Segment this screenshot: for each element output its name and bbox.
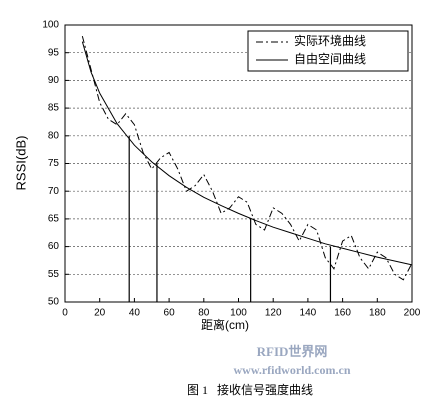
x-tick-label: 160 — [334, 308, 351, 319]
caption: 图 1 接收信号强度曲线 — [187, 382, 313, 397]
y-tick-label: 60 — [48, 241, 60, 252]
legend-box — [247, 30, 409, 72]
x-tick-label: 140 — [300, 308, 317, 319]
x-tick-label: 120 — [265, 308, 282, 319]
watermark: www.rfidworld.com.cn — [234, 363, 351, 377]
y-tick-label: 90 — [48, 75, 60, 86]
legend-label: 实际环境曲线 — [294, 33, 366, 48]
x-tick-label: 180 — [369, 308, 386, 319]
x-tick-label: 60 — [164, 308, 176, 319]
y-tick-label: 55 — [48, 269, 60, 280]
y-tick-label: 75 — [48, 158, 60, 169]
y-tick-label: 70 — [48, 186, 60, 197]
x-tick-label: 200 — [404, 308, 421, 319]
x-tick-label: 40 — [129, 308, 141, 319]
y-tick-label: 85 — [48, 103, 60, 114]
watermark: RFID世界网 — [257, 344, 328, 359]
plot-frame — [64, 24, 413, 303]
x-tick-label: 0 — [62, 308, 68, 319]
x-tick-label: 80 — [198, 308, 210, 319]
x-tick-label: 100 — [230, 308, 247, 319]
y-tick-label: 95 — [48, 47, 60, 58]
x-axis-label: 距离(cm) — [201, 317, 249, 332]
y-tick-label: 50 — [48, 297, 60, 308]
x-tick-label: 20 — [94, 308, 106, 319]
y-axis-label: RSSI(dB) — [13, 136, 28, 191]
data-line — [81, 35, 413, 281]
y-tick-label: 100 — [42, 20, 59, 31]
data-line — [81, 41, 413, 266]
y-tick-label: 65 — [48, 214, 60, 225]
legend-label: 自由空间曲线 — [294, 52, 366, 66]
y-tick-label: 80 — [48, 130, 60, 141]
